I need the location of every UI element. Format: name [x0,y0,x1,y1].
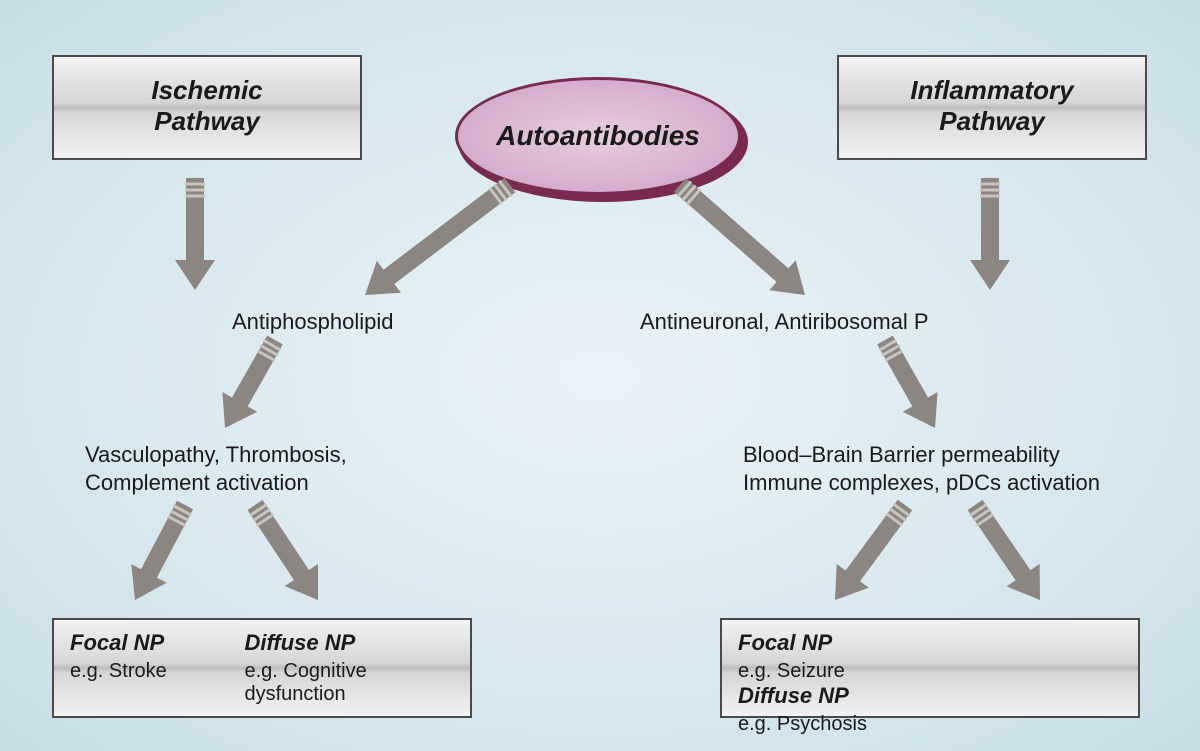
left-focal-title: Focal NP [70,630,240,656]
right-diffuse-title: Diffuse NP [738,683,928,709]
ischemic-pathway-box: Ischemic Pathway [52,55,362,160]
right-focal-title: Focal NP [738,630,928,656]
vasculopathy-label: Vasculopathy, Thrombosis, Complement act… [85,441,347,496]
ischemic-line2: Pathway [154,106,260,136]
left-focal-sub: e.g. Stroke [70,660,240,683]
inflammatory-line1: Inflammatory [910,75,1073,105]
inflammatory-pathway-box: Inflammatory Pathway [837,55,1147,160]
inflammatory-line2: Pathway [939,106,1045,136]
right-diffuse-sub: e.g. Psychosis [738,713,928,736]
antineuronal-label: Antineuronal, Antiribosomal P [640,308,929,336]
left-diffuse-sub: e.g. Cognitive dysfunction [244,660,444,706]
autoantibodies-ellipse: Autoantibodies [455,77,741,195]
right-focal-sub: e.g. Seizure [738,660,928,683]
bbb-label: Blood–Brain Barrier permeability Immune … [743,441,1100,496]
ischemic-line1: Ischemic [151,75,262,105]
antiphospholipid-label: Antiphospholipid [232,308,393,336]
left-diffuse-title: Diffuse NP [244,630,444,656]
left-outcome-box: Focal NP e.g. Stroke Diffuse NP e.g. Cog… [52,618,472,718]
autoantibodies-label: Autoantibodies [496,120,700,151]
right-outcome-box: Focal NP e.g. Seizure Diffuse NP e.g. Ps… [720,618,1140,718]
